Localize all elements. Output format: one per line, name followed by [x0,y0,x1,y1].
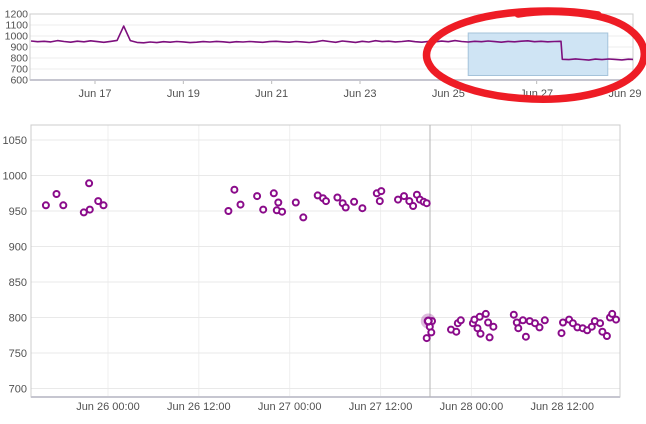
data-point[interactable] [409,202,418,210]
data-point[interactable] [489,322,498,331]
data-point[interactable] [514,324,523,333]
data-point[interactable] [422,199,431,208]
x-tick-label: Jun 19 [167,88,200,100]
data-point[interactable] [531,319,539,328]
data-point[interactable] [484,318,493,327]
data-point[interactable] [427,328,436,337]
data-point[interactable] [259,205,268,214]
y-tick-label: 1000 [5,31,29,43]
x-tick-label: Jun 25 [432,88,465,100]
y-tick-label: 950 [9,206,27,218]
data-point[interactable] [456,316,465,325]
data-point[interactable] [341,203,350,212]
series-line [30,25,633,61]
data-point[interactable] [278,207,287,216]
data-point[interactable] [518,316,527,325]
y-tick-label: 900 [10,42,28,54]
y-tick-label: 700 [9,384,27,396]
data-point[interactable] [230,185,239,194]
data-point[interactable] [540,316,549,325]
data-point[interactable] [535,323,544,332]
data-point[interactable] [52,190,61,198]
data-point[interactable] [481,309,490,318]
data-point[interactable] [99,201,108,210]
data-point[interactable] [322,197,330,206]
x-tick-label: Jun 21 [255,88,288,100]
x-tick-label: Jun 28 00:00 [440,401,504,413]
data-point[interactable] [612,315,620,324]
data-point[interactable] [375,197,384,206]
data-point[interactable] [94,197,103,206]
data-point[interactable] [598,327,607,336]
x-tick-label: Jun 27 00:00 [258,401,322,413]
data-point[interactable] [236,200,245,209]
data-point[interactable] [405,197,414,206]
x-tick-label: Jun 26 00:00 [76,401,140,413]
data-point[interactable] [333,193,342,202]
data-point[interactable] [224,207,233,215]
hovered-data-point[interactable] [423,316,433,326]
data-point[interactable] [452,327,461,336]
data-point[interactable] [299,213,308,222]
data-point[interactable] [85,179,94,188]
data-point[interactable] [568,319,577,328]
data-point[interactable] [557,329,566,338]
data-point[interactable] [269,189,278,198]
data-point[interactable] [291,198,300,207]
data-point[interactable] [394,195,402,204]
y-tick-label: 1100 [5,20,28,32]
data-point[interactable] [509,310,518,319]
x-tick-label: Jun 17 [78,88,111,100]
y-tick-label: 600 [10,75,28,87]
y-tick-label: 750 [9,348,27,360]
y-tick-label: 850 [9,277,27,289]
x-tick-label: Jun 26 12:00 [167,401,231,413]
data-point[interactable] [521,332,530,341]
data-point[interactable] [422,334,431,343]
data-point[interactable] [559,318,567,327]
data-point[interactable] [377,187,386,196]
data-point[interactable] [59,201,68,210]
selection-region[interactable] [467,32,609,76]
x-tick-label: Jun 23 [343,88,376,100]
x-tick-label: Jun 28 12:00 [530,401,594,413]
data-point[interactable] [85,205,94,214]
plot-frame [30,124,621,398]
detail-scatter-chart[interactable]: 1050 1000 950 900 850 800 750 700 Jun 26 00:00 Ju… [0,113,646,424]
y-tick-label: 1000 [3,171,27,183]
x-tick-label: Jun 27 12:00 [349,401,413,413]
y-tick-label: 1050 [3,135,27,147]
data-point[interactable] [274,198,283,207]
data-point[interactable] [358,204,367,213]
x-tick-label: Jun 29 [608,88,641,100]
y-tick-label: 700 [10,64,28,76]
data-point[interactable] [350,197,359,206]
data-point[interactable] [608,309,617,318]
data-point[interactable] [475,312,484,321]
y-tick-label: 800 [9,313,27,325]
data-point[interactable] [79,208,88,217]
data-point[interactable] [602,332,611,340]
data-point[interactable] [253,192,262,201]
data-point[interactable] [596,319,605,328]
data-point[interactable] [400,192,408,201]
data-point[interactable] [41,201,50,210]
y-tick-label: 1200 [5,9,29,21]
y-tick-label: 800 [10,53,28,65]
y-tick-label: 900 [9,242,27,254]
data-point[interactable] [476,329,485,338]
annotation-circle [422,7,646,103]
data-point[interactable] [485,333,494,342]
